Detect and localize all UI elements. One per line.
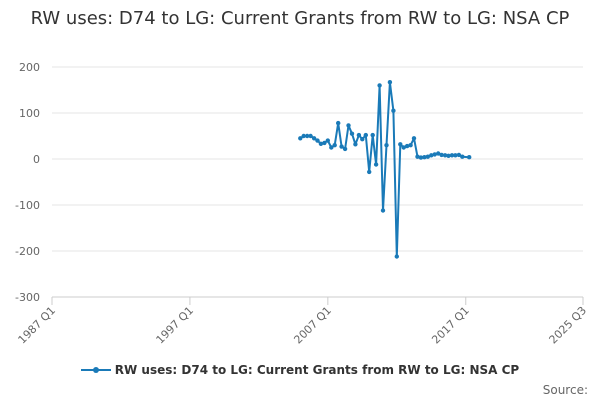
data-point[interactable]	[436, 151, 441, 156]
data-point[interactable]	[311, 136, 317, 141]
data-point[interactable]	[453, 153, 458, 158]
data-point[interactable]	[446, 153, 451, 158]
data-point[interactable]	[380, 208, 386, 213]
data-point[interactable]	[401, 145, 406, 150]
y-tick-label: -200	[15, 245, 40, 258]
data-point[interactable]	[432, 152, 437, 157]
data-point[interactable]	[325, 138, 330, 143]
data-point[interactable]	[398, 142, 403, 147]
legend[interactable]: RW uses: D74 to LG: Current Grants from …	[0, 363, 600, 377]
x-tick-label: 1987 Q1	[16, 304, 59, 347]
data-point[interactable]	[298, 136, 303, 141]
legend-label: RW uses: D74 to LG: Current Grants from …	[114, 363, 520, 377]
x-tick-label: 2007 Q1	[291, 304, 334, 347]
y-tick-label: 0	[33, 153, 40, 166]
data-point[interactable]	[329, 145, 334, 150]
data-point[interactable]	[342, 146, 348, 152]
legend-swatch	[80, 364, 111, 376]
data-point[interactable]	[422, 155, 427, 160]
data-point[interactable]	[429, 153, 434, 158]
chart-title: RW uses: D74 to LG: Current Grants from …	[30, 8, 570, 29]
data-point[interactable]	[404, 143, 410, 149]
data-point[interactable]	[332, 143, 337, 148]
data-point[interactable]	[339, 144, 344, 149]
data-point[interactable]	[460, 154, 465, 159]
data-point[interactable]	[318, 141, 324, 146]
y-tick-label: 100	[19, 107, 40, 120]
gridlines	[52, 66, 583, 298]
y-axis: -300 -200 -100 0 100 200	[15, 61, 40, 304]
data-point[interactable]	[346, 123, 351, 128]
data-point[interactable]	[301, 133, 306, 139]
x-tick-label: 2017 Q1	[429, 304, 472, 347]
series-line[interactable]	[299, 81, 470, 258]
data-point[interactable]	[373, 162, 379, 167]
data-point[interactable]	[377, 83, 382, 88]
x-tick-label: 1997 Q1	[154, 304, 197, 347]
data-point[interactable]	[370, 132, 375, 138]
data-point[interactable]	[467, 155, 472, 160]
series-layer	[298, 80, 472, 259]
y-tick-label: -100	[15, 199, 40, 212]
y-tick-label: 200	[19, 61, 40, 74]
data-point[interactable]	[360, 137, 365, 142]
source-label: Source:	[542, 383, 588, 397]
data-point[interactable]	[425, 154, 430, 159]
data-point[interactable]	[394, 254, 399, 259]
data-point[interactable]	[349, 131, 355, 136]
data-point[interactable]	[442, 153, 448, 158]
data-point[interactable]	[391, 108, 396, 113]
data-point[interactable]	[418, 155, 424, 160]
data-point[interactable]	[456, 152, 462, 158]
data-point[interactable]	[449, 153, 455, 158]
data-point[interactable]	[356, 132, 362, 138]
data-point[interactable]	[363, 132, 368, 138]
y-tick-label: -300	[15, 291, 40, 304]
data-point[interactable]	[387, 80, 393, 85]
data-point[interactable]	[308, 133, 313, 139]
x-tick-label: 2025 Q3	[547, 304, 590, 347]
x-axis: 1987 Q1 1997 Q1 2007 Q1 2017 Q1 2025 Q3	[16, 296, 590, 347]
data-point[interactable]	[384, 143, 389, 148]
data-point[interactable]	[411, 136, 417, 141]
data-point[interactable]	[336, 120, 341, 126]
data-point[interactable]	[322, 140, 327, 146]
data-point[interactable]	[305, 133, 310, 139]
data-point[interactable]	[439, 152, 444, 158]
data-point[interactable]	[415, 154, 420, 159]
data-point[interactable]	[408, 143, 413, 148]
data-point[interactable]	[367, 169, 372, 175]
data-point[interactable]	[315, 138, 320, 143]
data-point[interactable]	[353, 142, 358, 147]
